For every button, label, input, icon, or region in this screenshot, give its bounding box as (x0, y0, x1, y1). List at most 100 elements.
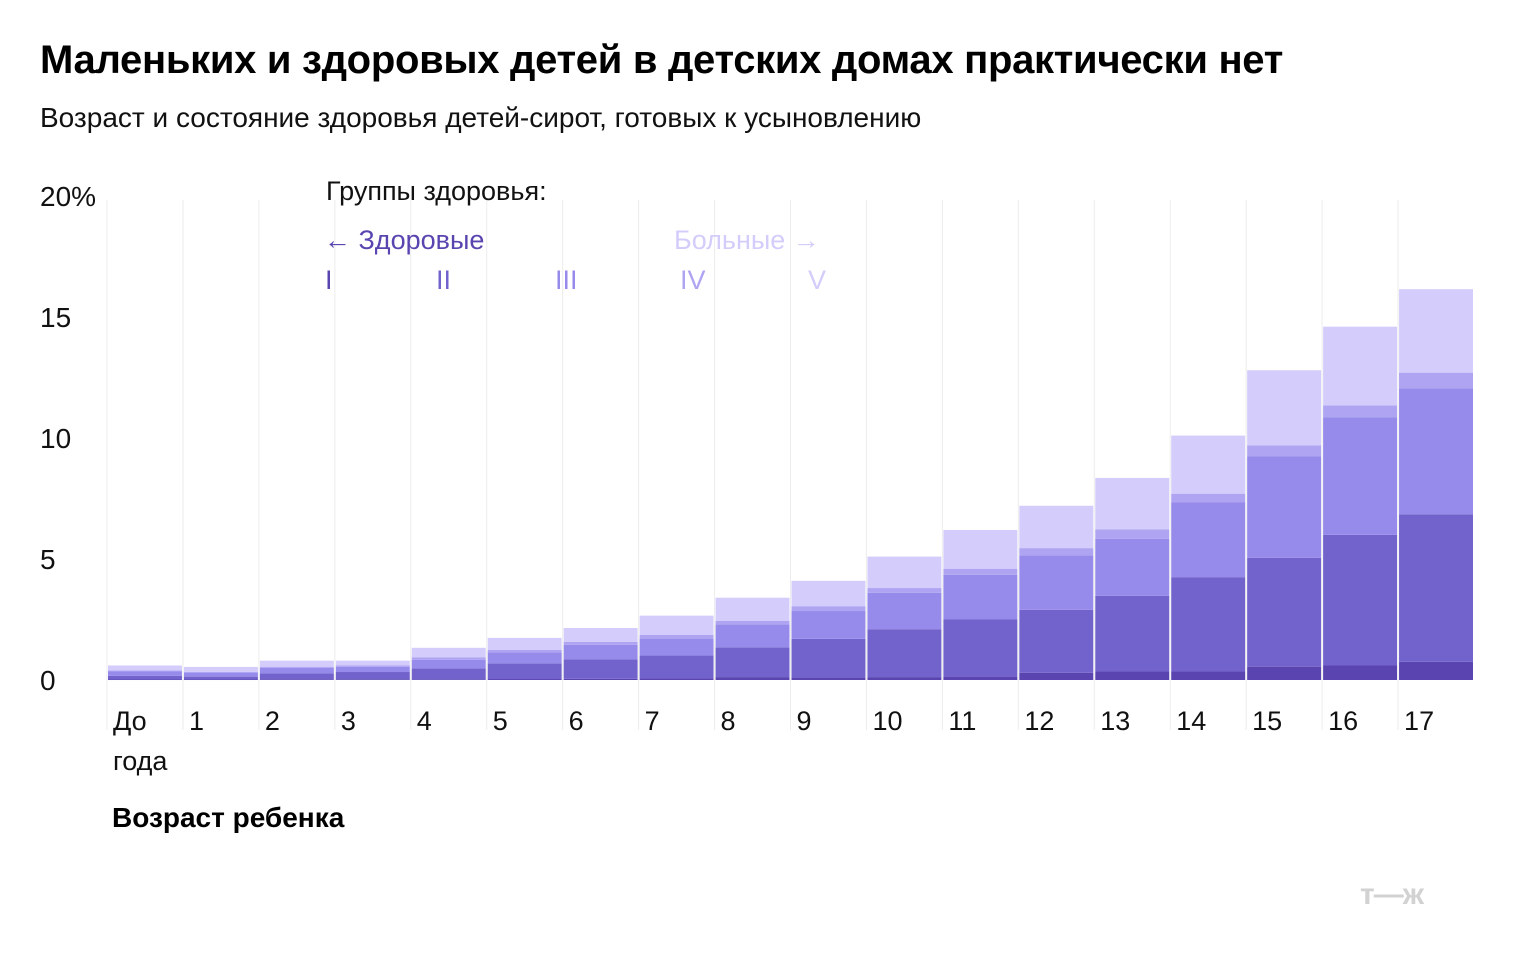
bar-segment-iii (791, 611, 866, 639)
bar-segment-iv (1095, 529, 1170, 539)
tj-logo: т—ж (1360, 878, 1424, 911)
bar-segment-v (563, 627, 638, 643)
legend-item-ii: II (436, 265, 451, 295)
legend-item-iii: III (555, 265, 578, 295)
x-tick-label: 17 (1404, 706, 1434, 736)
bar-segment-iv (411, 657, 486, 660)
x-tick-label: 6 (569, 706, 584, 736)
x-tick-label: 4 (417, 706, 432, 736)
x-tick-label: 10 (872, 706, 902, 736)
bar-segment-v (108, 665, 182, 671)
bar-segment-i (1399, 661, 1473, 680)
y-tick-label: 15 (40, 302, 71, 333)
bar-segment-iv (335, 665, 410, 667)
x-tick-label: 12 (1024, 706, 1054, 736)
bar-segment-v (1171, 435, 1246, 494)
bar-segment-i (1095, 671, 1170, 680)
bar-segment-iv (867, 588, 942, 593)
bar-segment-iv (259, 666, 334, 668)
bar-segment-i (1247, 666, 1322, 680)
chart-title: Маленьких и здоровых детей в детских дом… (40, 38, 1284, 82)
bar-segment-ii (183, 676, 258, 680)
bar-segment-i (563, 678, 638, 680)
bar-segment-iii (1171, 502, 1246, 578)
bar-segment-ii (639, 655, 714, 679)
x-tick-label: 15 (1252, 706, 1282, 736)
bar-segment-i (108, 679, 182, 681)
bar-segment-v (1323, 326, 1398, 406)
bar-segment-iv (487, 649, 562, 653)
bar-segment-ii (259, 673, 334, 680)
bar-segment-iii (1399, 388, 1473, 515)
bar-segment-iii (943, 574, 1018, 620)
x-tick-label: 7 (645, 706, 660, 736)
bar-segment-ii (487, 663, 562, 680)
bar-segment-iii (487, 652, 562, 664)
bar-segment-iii (1247, 456, 1322, 558)
bar-segment-iii (715, 624, 790, 648)
bar-segment-iv (1171, 493, 1246, 503)
chart-subtitle: Возраст и состояние здоровья детей-сирот… (40, 102, 922, 133)
y-tick-label: 10 (40, 423, 71, 454)
bar-segment-v (183, 666, 258, 672)
x-tick-label: 11 (948, 706, 976, 736)
bar-segment-ii (791, 638, 866, 678)
bar-segment-i (791, 677, 866, 680)
bar-segment-i (335, 679, 410, 680)
bar-segment-ii (1095, 595, 1170, 672)
x-tick-label: 14 (1176, 706, 1206, 736)
bar-segment-i (867, 677, 942, 680)
bar-segment-ii (411, 668, 486, 680)
bar-segment-i (1019, 672, 1094, 680)
bar-segment-v (715, 597, 790, 621)
bar-segment-iii (183, 672, 258, 677)
bar-segment-ii (563, 659, 638, 679)
bar-segment-ii (108, 675, 182, 680)
bar-segment-i (183, 679, 258, 681)
x-tick-label: 2 (265, 706, 280, 736)
bar-segment-ii (1247, 557, 1322, 667)
bar-segment-iii (1323, 417, 1398, 535)
legend-item-iv: IV (680, 265, 706, 295)
y-tick-label: 5 (40, 544, 56, 575)
bar-segment-i (1171, 671, 1246, 680)
bar-segment-v (791, 580, 866, 607)
bar-segment-iii (563, 644, 638, 660)
bar-segment-iv (1399, 372, 1473, 389)
bar-segment-v (259, 660, 334, 667)
bar-segment-v (1019, 505, 1094, 549)
legend-item-i: I (325, 265, 333, 295)
bar-segment-i (943, 676, 1018, 680)
bar-segment-ii (1399, 514, 1473, 662)
bar-segment-iii (1019, 555, 1094, 610)
y-tick-label: 20% (40, 181, 96, 212)
bar-segment-iv (715, 620, 790, 625)
bar-segment-iii (411, 659, 486, 669)
bar-segment-ii (715, 647, 790, 678)
bar-segment-iii (1095, 538, 1170, 596)
y-tick-label: 0 (40, 665, 56, 696)
x-tick-label: 13 (1100, 706, 1130, 736)
x-axis-label: Возраст ребенка (112, 802, 345, 833)
bar-segment-iv (1019, 548, 1094, 556)
bar-segment-i (715, 677, 790, 680)
bar-segment-ii (943, 619, 1018, 677)
bar-segment-iii (259, 667, 334, 674)
legend-sick-label: Больные → (674, 225, 820, 255)
x-tick-label: До года (113, 706, 168, 776)
bar-segment-i (259, 679, 334, 680)
bar-segment-i (487, 679, 562, 680)
bar-segment-ii (335, 672, 410, 680)
bar-segment-iv (108, 670, 182, 672)
x-tick-label: 5 (493, 706, 508, 736)
bar-segment-iv (183, 671, 258, 673)
bar-segment-iii (639, 638, 714, 656)
bar-segment-v (1095, 477, 1170, 530)
bar-segment-ii (1019, 609, 1094, 673)
bar-segment-iv (639, 634, 714, 639)
x-tick-label: 1 (189, 706, 204, 736)
bar-segment-v (411, 647, 486, 658)
bar-segment-iii (335, 666, 410, 673)
bar-segment-iv (943, 568, 1018, 575)
